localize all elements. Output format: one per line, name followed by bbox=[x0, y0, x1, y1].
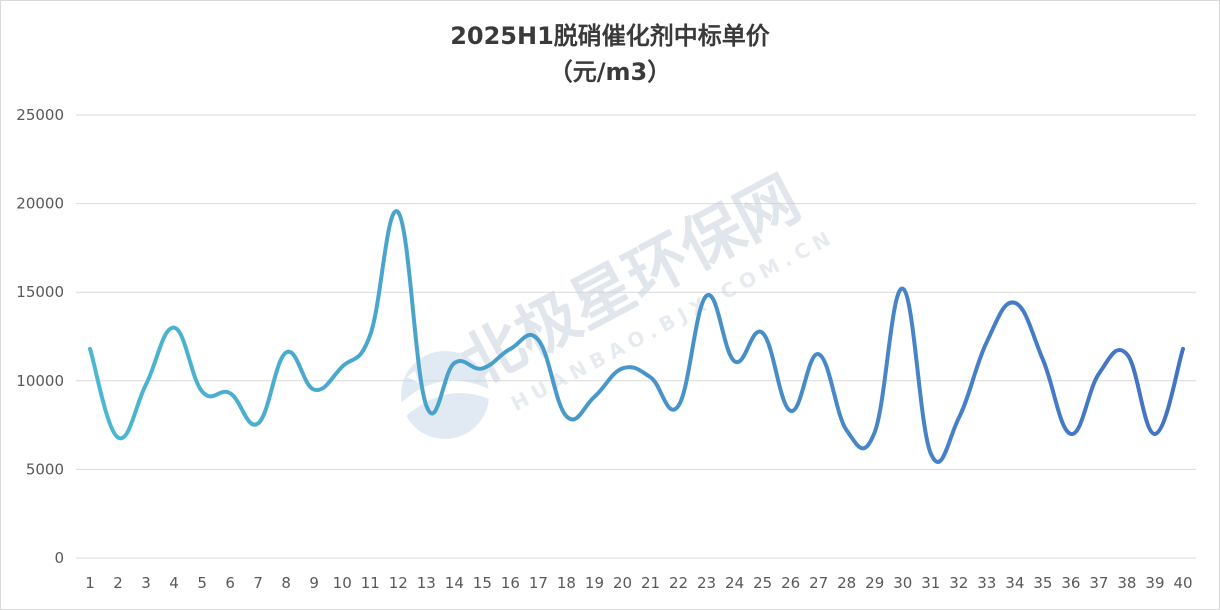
x-tick-label: 3 bbox=[141, 574, 151, 592]
x-tick-label: 36 bbox=[1061, 574, 1080, 592]
x-tick-label: 32 bbox=[949, 574, 968, 592]
y-tick-label: 10000 bbox=[16, 372, 64, 390]
x-tick-label: 23 bbox=[697, 574, 716, 592]
x-tick-label: 13 bbox=[417, 574, 436, 592]
x-tick-label: 18 bbox=[557, 574, 576, 592]
x-tick-label: 9 bbox=[309, 574, 319, 592]
y-tick-label: 20000 bbox=[16, 195, 64, 213]
x-tick-label: 26 bbox=[781, 574, 800, 592]
x-tick-label: 30 bbox=[893, 574, 912, 592]
grid-layer bbox=[76, 114, 1196, 559]
x-tick-label: 7 bbox=[253, 574, 263, 592]
chart-title: 2025H1脱硝催化剂中标单价 bbox=[450, 22, 771, 50]
x-tick-label: 10 bbox=[333, 574, 352, 592]
x-tick-label: 5 bbox=[197, 574, 207, 592]
x-tick-label: 8 bbox=[281, 574, 291, 592]
x-tick-label: 40 bbox=[1173, 574, 1192, 592]
x-tick-label: 24 bbox=[725, 574, 744, 592]
x-tick-label: 4 bbox=[169, 574, 179, 592]
y-tick-label: 25000 bbox=[16, 106, 64, 124]
y-tick-label: 15000 bbox=[16, 283, 64, 301]
x-tick-label: 37 bbox=[1089, 574, 1108, 592]
x-tick-label: 11 bbox=[361, 574, 380, 592]
x-tick-label: 2 bbox=[113, 574, 123, 592]
chart-subtitle: （元/m3） bbox=[549, 58, 671, 86]
x-tick-label: 6 bbox=[225, 574, 235, 592]
x-tick-label: 29 bbox=[865, 574, 884, 592]
x-tick-label: 1 bbox=[85, 574, 95, 592]
x-tick-label: 31 bbox=[921, 574, 940, 592]
x-tick-label: 33 bbox=[977, 574, 996, 592]
x-tick-label: 39 bbox=[1145, 574, 1164, 592]
x-tick-label: 22 bbox=[669, 574, 688, 592]
watermark-globe-icon bbox=[401, 351, 489, 439]
watermark-logo: 北极星环保网 HUANBAO.BJX.COM.CN bbox=[401, 161, 839, 439]
x-tick-label: 38 bbox=[1117, 574, 1136, 592]
x-tick-label: 25 bbox=[753, 574, 772, 592]
series-line bbox=[88, 209, 1185, 464]
x-tick-label: 28 bbox=[837, 574, 856, 592]
x-tick-label: 17 bbox=[529, 574, 548, 592]
x-tick-label: 27 bbox=[809, 574, 828, 592]
x-tick-label: 19 bbox=[585, 574, 604, 592]
y-axis-ticks: 0 5000 10000 15000 20000 25000 bbox=[16, 106, 64, 567]
x-tick-label: 21 bbox=[641, 574, 660, 592]
x-tick-label: 12 bbox=[389, 574, 408, 592]
x-tick-label: 34 bbox=[1005, 574, 1024, 592]
y-tick-label: 5000 bbox=[26, 460, 64, 478]
x-tick-label: 15 bbox=[473, 574, 492, 592]
x-tick-label: 14 bbox=[445, 574, 464, 592]
x-tick-label: 16 bbox=[501, 574, 520, 592]
y-tick-label: 0 bbox=[54, 549, 64, 567]
x-tick-label: 35 bbox=[1033, 574, 1052, 592]
x-tick-label: 20 bbox=[613, 574, 632, 592]
x-axis-ticks: 1 2 3 4 5 6 7 8 9 10 11 12 13 14 15 16 17 18 19 20 21 22 23 24 2… bbox=[85, 574, 1192, 592]
